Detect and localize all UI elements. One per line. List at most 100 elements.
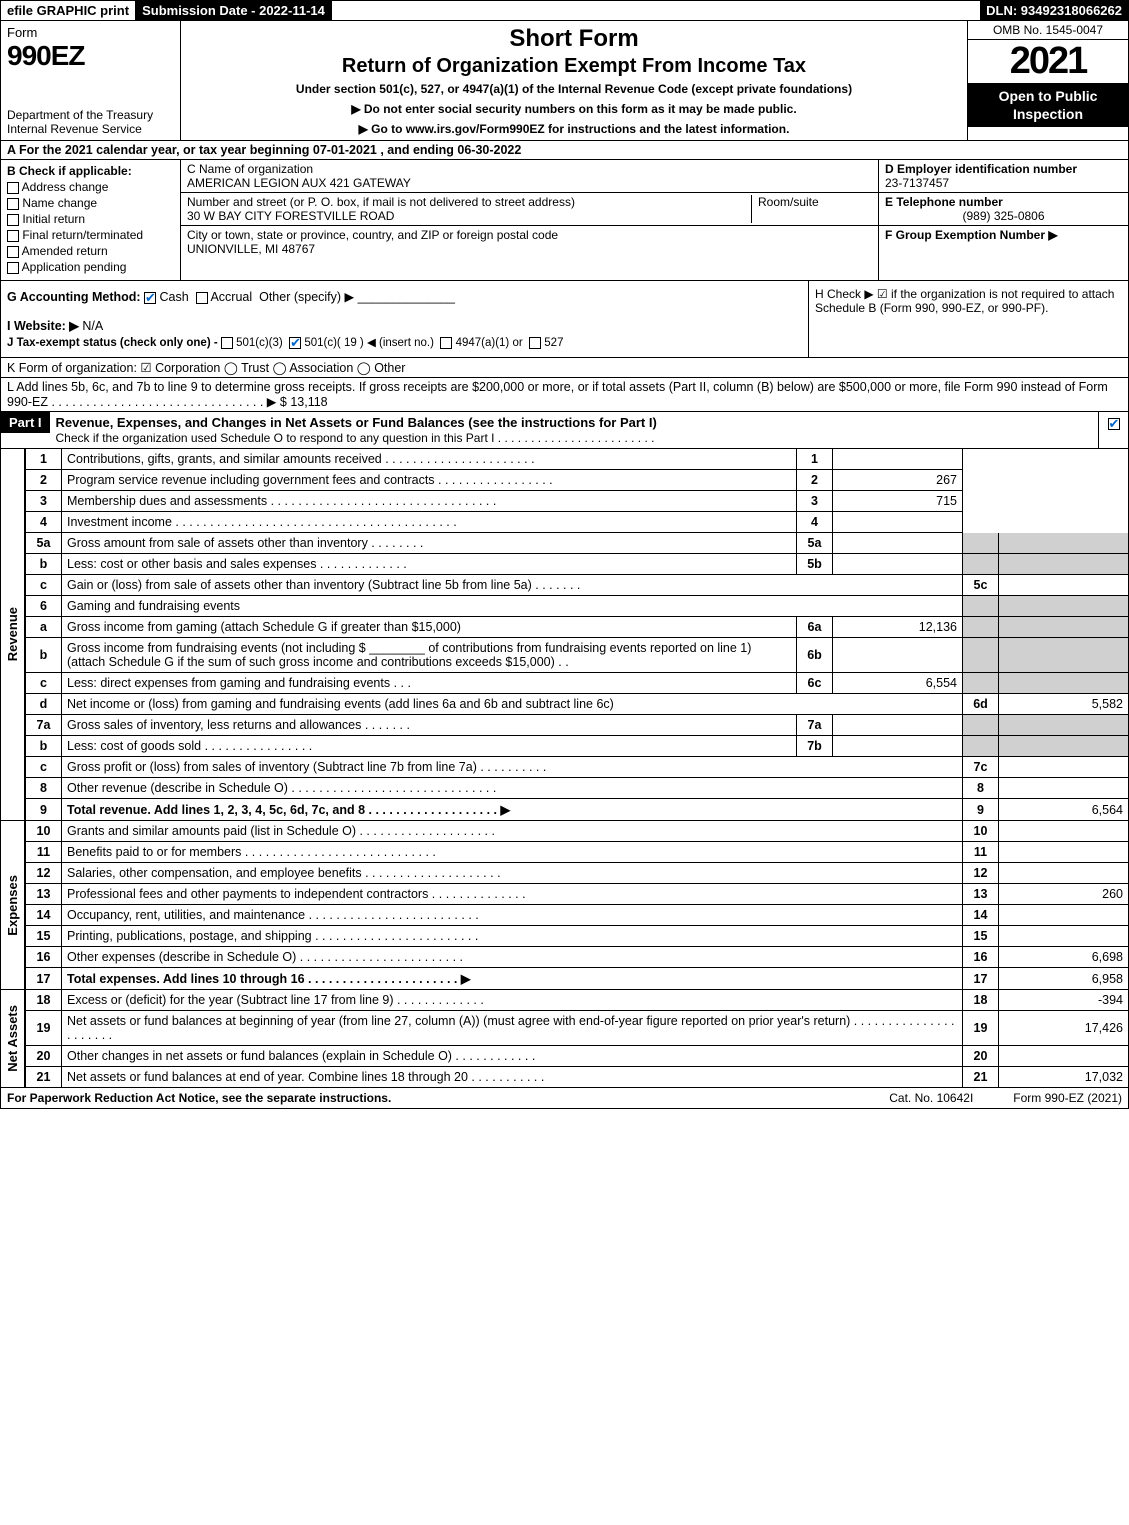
row-k: K Form of organization: ☑ Corporation ◯ … xyxy=(0,358,1129,378)
line-2: 2Program service revenue including gover… xyxy=(26,470,1129,491)
netassets-table: 18Excess or (deficit) for the year (Subt… xyxy=(25,990,1129,1088)
line-1: 1Contributions, gifts, grants, and simil… xyxy=(26,449,1129,470)
chk-501c[interactable] xyxy=(289,337,301,349)
open-to-public: Open to Public Inspection xyxy=(968,83,1128,127)
line-6c: cLess: direct expenses from gaming and f… xyxy=(26,673,1129,694)
chk-accrual[interactable] xyxy=(196,292,208,304)
netassets-section: Net Assets 18Excess or (deficit) for the… xyxy=(0,990,1129,1088)
line-7a: 7aGross sales of inventory, less returns… xyxy=(26,715,1129,736)
header-right: OMB No. 1545-0047 2021 Open to Public In… xyxy=(968,21,1128,140)
netassets-vert-label: Net Assets xyxy=(1,990,25,1088)
title-return: Return of Organization Exempt From Incom… xyxy=(187,55,961,78)
d-ein-label: D Employer identification number xyxy=(885,162,1122,176)
chk-cash[interactable] xyxy=(144,292,156,304)
chk-initial-return[interactable]: Initial return xyxy=(7,212,174,226)
g-accrual-label: Accrual xyxy=(210,290,252,304)
section-ghij: G Accounting Method: Cash Accrual Other … xyxy=(0,281,1129,358)
line-3: 3Membership dues and assessments . . . .… xyxy=(26,491,1129,512)
line-7c: cGross profit or (loss) from sales of in… xyxy=(26,757,1129,778)
tax-year: 2021 xyxy=(968,40,1128,83)
line-6a: aGross income from gaming (attach Schedu… xyxy=(26,617,1129,638)
line-14: 14Occupancy, rent, utilities, and mainte… xyxy=(26,905,1129,926)
footer-form: Form 990-EZ (2021) xyxy=(1013,1091,1122,1105)
chk-name-change-label: Name change xyxy=(22,196,97,210)
line-6b: bGross income from fundraising events (n… xyxy=(26,638,1129,673)
chk-application-pending[interactable]: Application pending xyxy=(7,260,174,274)
line-20: 20Other changes in net assets or fund ba… xyxy=(26,1046,1129,1067)
line-5c: cGain or (loss) from sale of assets othe… xyxy=(26,575,1129,596)
chk-527[interactable] xyxy=(529,337,541,349)
footer-left: For Paperwork Reduction Act Notice, see … xyxy=(7,1091,889,1105)
chk-amended-return[interactable]: Amended return xyxy=(7,244,174,258)
omb-number: OMB No. 1545-0047 xyxy=(968,21,1128,40)
chk-4947[interactable] xyxy=(440,337,452,349)
chk-application-pending-label: Application pending xyxy=(22,260,127,274)
chk-501c3[interactable] xyxy=(221,337,233,349)
footer-cat: Cat. No. 10642I xyxy=(889,1091,973,1105)
line-17: 17Total expenses. Add lines 10 through 1… xyxy=(26,968,1129,990)
line-12: 12Salaries, other compensation, and empl… xyxy=(26,863,1129,884)
line-11: 11Benefits paid to or for members . . . … xyxy=(26,842,1129,863)
row-l: L Add lines 5b, 6c, and 7b to line 9 to … xyxy=(0,378,1129,412)
line-8: 8Other revenue (describe in Schedule O) … xyxy=(26,778,1129,799)
h-text: H Check ▶ ☑ if the organization is not r… xyxy=(815,287,1114,315)
col-b-checkboxes: B Check if applicable: Address change Na… xyxy=(1,160,181,280)
row-a-tax-year: A For the 2021 calendar year, or tax yea… xyxy=(0,141,1129,160)
row-j: J Tax-exempt status (check only one) - 5… xyxy=(7,335,802,349)
revenue-section: Revenue 1Contributions, gifts, grants, a… xyxy=(0,449,1129,821)
line-16: 16Other expenses (describe in Schedule O… xyxy=(26,947,1129,968)
row-h: H Check ▶ ☑ if the organization is not r… xyxy=(808,281,1128,357)
chk-address-change-label: Address change xyxy=(22,180,109,194)
g-other-label: Other (specify) ▶ xyxy=(259,290,354,304)
line-5a: 5aGross amount from sale of assets other… xyxy=(26,533,1129,554)
chk-address-change[interactable]: Address change xyxy=(7,180,174,194)
form-word: Form xyxy=(7,25,174,40)
city-value: UNIONVILLE, MI 48767 xyxy=(187,242,872,256)
d-ein-value: 23-7137457 xyxy=(885,176,1122,190)
part1-checkbox[interactable] xyxy=(1098,412,1128,448)
line-4: 4Investment income . . . . . . . . . . .… xyxy=(26,512,1129,533)
expenses-section: Expenses 10Grants and similar amounts pa… xyxy=(0,821,1129,990)
dept-label: Department of the Treasury Internal Reve… xyxy=(7,108,174,136)
chk-initial-return-label: Initial return xyxy=(22,212,85,226)
row-l-amount: $ 13,118 xyxy=(280,395,328,409)
form-number: 990EZ xyxy=(7,40,174,72)
subtitle: Under section 501(c), 527, or 4947(a)(1)… xyxy=(187,82,961,96)
j-501c3-label: 501(c)(3) xyxy=(236,337,283,349)
line-19: 19Net assets or fund balances at beginni… xyxy=(26,1011,1129,1046)
j-4947-label: 4947(a)(1) or xyxy=(456,337,523,349)
e-phone-value: (989) 325-0806 xyxy=(885,209,1122,223)
c-org-name: AMERICAN LEGION AUX 421 GATEWAY xyxy=(187,176,872,190)
line-21: 21Net assets or fund balances at end of … xyxy=(26,1067,1129,1088)
addr-label: Number and street (or P. O. box, if mail… xyxy=(187,195,745,209)
c-label: C Name of organization xyxy=(187,162,872,176)
form-header: Form 990EZ Department of the Treasury In… xyxy=(0,21,1129,141)
line-18: 18Excess or (deficit) for the year (Subt… xyxy=(26,990,1129,1011)
efile-label[interactable]: efile GRAPHIC print xyxy=(1,1,136,20)
top-bar: efile GRAPHIC print Submission Date - 20… xyxy=(0,0,1129,21)
line-6: 6Gaming and fundraising events xyxy=(26,596,1129,617)
header-left: Form 990EZ Department of the Treasury In… xyxy=(1,21,181,140)
row-l-text: L Add lines 5b, 6c, and 7b to line 9 to … xyxy=(7,380,1108,409)
header-center: Short Form Return of Organization Exempt… xyxy=(181,21,968,140)
goto-link[interactable]: ▶ Go to www.irs.gov/Form990EZ for instru… xyxy=(187,122,961,136)
line-9: 9Total revenue. Add lines 1, 2, 3, 4, 5c… xyxy=(26,799,1129,821)
j-label: J Tax-exempt status (check only one) - xyxy=(7,337,221,349)
col-b-label: B Check if applicable: xyxy=(7,164,174,178)
g-label: G Accounting Method: xyxy=(7,290,141,304)
chk-final-return[interactable]: Final return/terminated xyxy=(7,228,174,242)
expenses-vert-label: Expenses xyxy=(1,821,25,990)
chk-amended-return-label: Amended return xyxy=(22,244,108,258)
j-501c-label: 501(c)( 19 ) ◀ (insert no.) xyxy=(304,337,434,349)
page-footer: For Paperwork Reduction Act Notice, see … xyxy=(0,1088,1129,1109)
row-i: I Website: ▶ N/A xyxy=(7,318,802,333)
chk-name-change[interactable]: Name change xyxy=(7,196,174,210)
col-d-ids: D Employer identification number 23-7137… xyxy=(878,160,1128,280)
expenses-table: 10Grants and similar amounts paid (list … xyxy=(25,821,1129,990)
part1-title: Revenue, Expenses, and Changes in Net As… xyxy=(50,412,1098,448)
addr-value: 30 W BAY CITY FORESTVILLE ROAD xyxy=(187,209,745,223)
chk-final-return-label: Final return/terminated xyxy=(22,228,143,242)
j-527-label: 527 xyxy=(544,337,563,349)
line-13: 13Professional fees and other payments t… xyxy=(26,884,1129,905)
revenue-vert-label: Revenue xyxy=(1,449,25,821)
